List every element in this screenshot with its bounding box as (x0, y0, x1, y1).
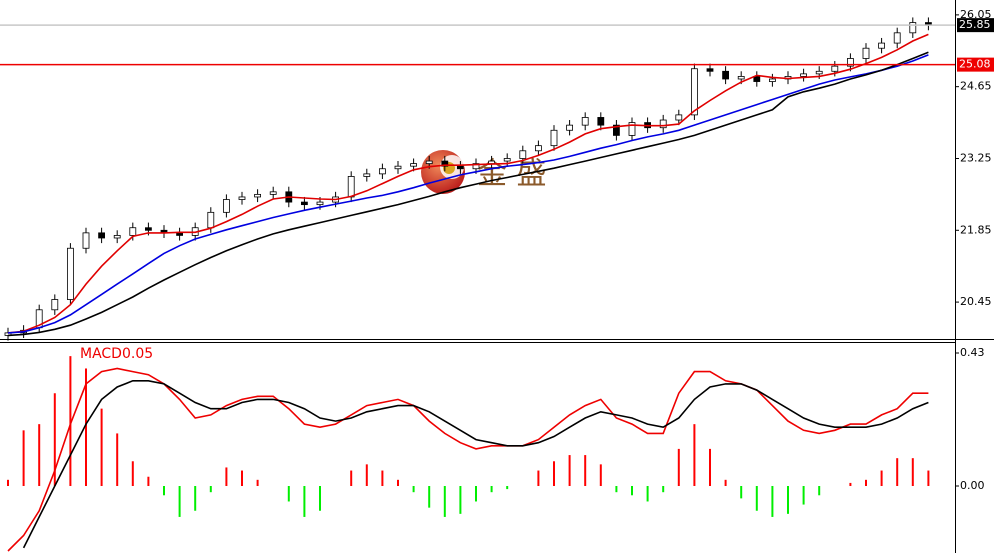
candle-body (847, 58, 854, 67)
candle-body (378, 168, 386, 175)
y-tick-label: 26.05 (960, 8, 992, 21)
candle-body (628, 122, 636, 136)
candle-body (769, 78, 776, 82)
candle-body (113, 235, 121, 239)
candle-body (425, 160, 433, 165)
y-tick-label: 24.65 (960, 80, 992, 93)
line-series (7, 54, 929, 334)
y-tick-label: 0.00 (960, 479, 985, 492)
candle-body (800, 73, 807, 77)
price-label: 25.08 (959, 58, 991, 71)
candle-body (722, 70, 729, 80)
candle-body (893, 32, 901, 44)
candle-body (207, 211, 215, 229)
candle-body (456, 165, 464, 170)
candle-body (394, 165, 402, 170)
candle-body (441, 160, 449, 167)
candle-body (659, 119, 667, 129)
candle-body (737, 76, 745, 80)
watermark-text: 金 盛 (477, 157, 547, 192)
candle-body (862, 47, 870, 59)
candle-body (300, 201, 308, 206)
price-label: 25.85 (959, 18, 991, 31)
y-tick-label: 23.25 (960, 151, 992, 164)
candle-body (815, 70, 823, 75)
candle-body (82, 232, 90, 249)
candle-body (222, 199, 230, 213)
candle-body (566, 124, 573, 131)
price-label-box (957, 57, 994, 72)
line-series (7, 33, 929, 334)
candle-body (488, 160, 496, 165)
watermark-logo: 金 盛 (421, 150, 547, 194)
candle-body (129, 227, 137, 236)
candle-body (472, 163, 480, 170)
y-tick-label: 20.45 (960, 295, 992, 308)
candle-body (753, 76, 761, 82)
candle-body (316, 201, 324, 206)
candle-body (878, 42, 885, 49)
y-tick-label: 0.43 (960, 346, 985, 359)
candle-body (363, 173, 371, 177)
candle-body (269, 191, 277, 195)
price-label-box (957, 18, 994, 33)
candle-body (706, 68, 714, 72)
candle-body (503, 158, 511, 162)
candle-body (597, 117, 605, 126)
candle-body (909, 22, 917, 34)
candle-body (581, 117, 589, 126)
candle-body (144, 227, 152, 231)
line-series (22, 380, 929, 549)
candle-body (613, 124, 620, 136)
candle-body (347, 176, 355, 198)
line-series (7, 51, 929, 337)
candle-body (238, 196, 246, 200)
candle-body (51, 299, 59, 311)
candle-body (176, 232, 184, 236)
candle-body (535, 145, 542, 152)
candle-body (691, 68, 698, 116)
candle-body (98, 232, 105, 239)
candle-body (519, 150, 527, 159)
y-tick-label: 21.85 (960, 223, 992, 236)
line-series (7, 367, 929, 552)
candle-body (67, 247, 74, 300)
panel-title: MACD0.05 (80, 346, 153, 362)
candle-body (410, 163, 418, 167)
candle-body (675, 114, 683, 121)
candle-body (831, 65, 839, 72)
candle-body (254, 193, 262, 198)
candle-body (550, 129, 558, 147)
